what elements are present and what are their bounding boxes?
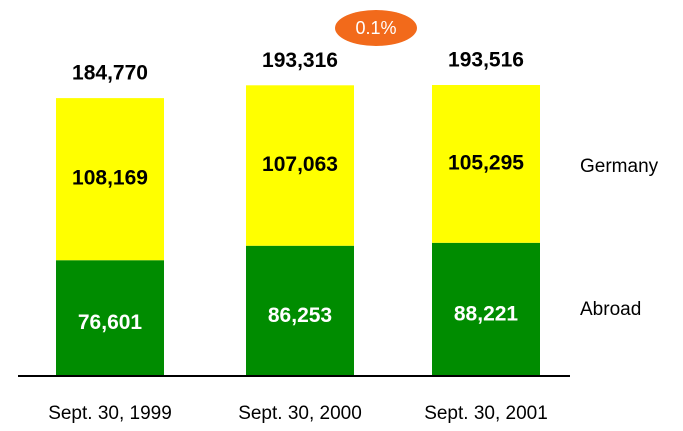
segment-label: 108,169 bbox=[72, 167, 148, 190]
segment-label: 88,221 bbox=[454, 302, 519, 325]
legend-label: Abroad bbox=[580, 299, 641, 320]
x-tick-label: Sept. 30, 2000 bbox=[238, 403, 362, 424]
total-label: 184,770 bbox=[72, 62, 148, 85]
total-label: 193,316 bbox=[262, 49, 338, 72]
segment-label: 86,253 bbox=[268, 304, 332, 327]
bar-segment bbox=[56, 260, 164, 375]
bar-segment bbox=[56, 98, 164, 261]
bar-segment bbox=[246, 245, 354, 375]
segment-label: 107,063 bbox=[262, 153, 338, 176]
annotation-bubble bbox=[335, 10, 417, 46]
x-tick-label: Sept. 30, 2001 bbox=[424, 403, 548, 424]
segment-label: 76,601 bbox=[78, 311, 143, 334]
annotation: 0.1% bbox=[355, 18, 396, 38]
bar-segment bbox=[432, 242, 540, 375]
x-tick-label: Sept. 30, 1999 bbox=[48, 403, 172, 424]
segment-label: 105,295 bbox=[448, 151, 524, 174]
legend-label: Germany bbox=[580, 156, 659, 177]
total-label: 193,516 bbox=[448, 49, 524, 72]
bar-segment bbox=[432, 85, 540, 243]
bar-segment bbox=[246, 85, 354, 246]
